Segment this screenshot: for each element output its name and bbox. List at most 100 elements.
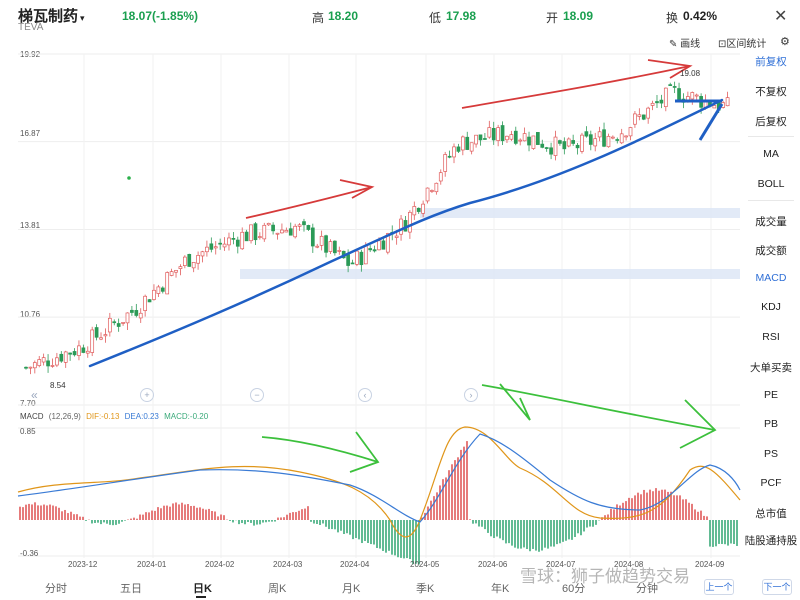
candle-body	[262, 224, 267, 240]
candle-body	[496, 127, 500, 141]
support-band	[240, 269, 740, 279]
menu-item-7[interactable]: MACD	[755, 272, 787, 284]
candle-body	[469, 142, 474, 152]
candle-body	[302, 221, 306, 226]
candle-body	[169, 271, 174, 276]
pan-right-icon[interactable]: ›	[464, 388, 478, 402]
prev-stock-button[interactable]: 上一个	[704, 579, 734, 595]
turnover-label: 换	[666, 11, 679, 25]
menu-item-4[interactable]: BOLL	[757, 178, 785, 190]
candle-body	[112, 321, 117, 324]
candle-body	[659, 99, 664, 104]
candle-body	[500, 125, 505, 142]
candle-body	[434, 182, 439, 193]
close-icon[interactable]: ✕	[774, 8, 788, 25]
range-icon: ⊡	[718, 39, 727, 50]
candle-body	[178, 266, 183, 269]
candle-body	[59, 353, 64, 362]
tab-4[interactable]: 月K	[342, 583, 361, 595]
menu-item-14[interactable]: PCF	[760, 477, 782, 489]
candle-body	[359, 251, 364, 266]
candle-body	[324, 235, 328, 253]
watermark: 雪球：狮子做趋势交易	[520, 567, 690, 586]
candle-body	[624, 135, 628, 138]
candlesticks	[24, 81, 730, 375]
zoom-in-icon[interactable]: +	[140, 388, 154, 402]
menu-item-13[interactable]: PS	[763, 448, 778, 460]
candle-body	[483, 138, 487, 140]
menu-item-16[interactable]: 陆股通持股	[744, 535, 798, 547]
green-arrow-head	[349, 431, 380, 473]
candle-body	[191, 262, 196, 269]
high-value: 18.20	[328, 9, 359, 23]
candle-body	[619, 133, 624, 144]
turnover-value: 0.42%	[683, 9, 718, 23]
candle-body	[253, 223, 258, 241]
tab-5[interactable]: 季K	[416, 583, 435, 595]
support-bands	[240, 208, 740, 279]
candle-body	[63, 351, 68, 363]
tab-2[interactable]: 日K	[193, 583, 212, 595]
open-label: 开	[546, 11, 559, 25]
red-arrow-head	[647, 59, 693, 79]
menu-item-5[interactable]: 成交量	[755, 216, 787, 228]
range-stats-button[interactable]: ⊡区间统计	[718, 35, 766, 50]
candle-body	[549, 147, 553, 155]
tab-3[interactable]: 周K	[268, 583, 287, 595]
candle-body	[456, 146, 461, 152]
candle-body	[46, 360, 50, 367]
dif-value: DIF:-0.13	[86, 412, 120, 421]
price-axis-label: 13.81	[20, 221, 41, 230]
menu-item-1[interactable]: 不复权	[755, 86, 787, 98]
stock-name[interactable]: 梯瓦制药 ▾	[18, 5, 85, 26]
candle-body	[156, 286, 161, 294]
macd-axis-top: 0.85	[20, 427, 36, 436]
scroll-left-icon[interactable]: «	[31, 388, 38, 402]
candle-body	[672, 86, 677, 88]
menu-item-8[interactable]: KDJ	[761, 301, 781, 313]
menu-item-0[interactable]: 前复权	[755, 56, 787, 68]
pan-left-icon[interactable]: ‹	[358, 388, 372, 402]
menu-item-6[interactable]: 成交额	[755, 245, 787, 257]
candle-body	[85, 350, 90, 354]
candle-body	[637, 114, 642, 117]
menu-item-11[interactable]: PE	[763, 389, 778, 401]
candle-body	[227, 237, 231, 246]
candle-body	[218, 242, 222, 245]
zoom-out-icon[interactable]: −	[250, 388, 264, 402]
draw-line-button[interactable]: ✎ 画线	[669, 35, 700, 50]
menu-item-2[interactable]: 后复权	[755, 116, 787, 128]
candle-body	[602, 129, 606, 147]
dea-value: DEA:0.23	[124, 412, 159, 421]
tab-1[interactable]: 五日	[120, 583, 142, 595]
candle-body	[712, 105, 717, 109]
macd-params: (12,26,9)	[48, 412, 81, 421]
green-dot	[127, 176, 131, 180]
tab-7[interactable]: 60分	[562, 583, 586, 595]
menu-item-15[interactable]: 总市值	[755, 508, 787, 520]
candle-body	[553, 136, 558, 156]
tab-8[interactable]: 分钟	[636, 583, 658, 595]
menu-divider	[748, 136, 794, 137]
candle-body	[438, 172, 443, 182]
candle-body	[381, 240, 386, 250]
settings-gear-icon[interactable]: ⚙	[780, 36, 790, 48]
tab-6[interactable]: 年K	[491, 583, 510, 595]
candle-body	[183, 256, 187, 266]
menu-item-3[interactable]: MA	[763, 148, 779, 160]
candle-body	[266, 222, 271, 226]
min-price-label: 8.54	[50, 381, 66, 390]
dropdown-caret-icon[interactable]: ▾	[80, 13, 85, 23]
tab-0[interactable]: 分时	[45, 583, 67, 595]
menu-item-12[interactable]: PB	[763, 418, 778, 430]
candle-body	[121, 322, 125, 324]
menu-item-10[interactable]: 大单买卖	[750, 362, 792, 374]
candle-body	[597, 131, 602, 138]
candle-body	[394, 235, 399, 238]
candle-body	[200, 251, 205, 257]
max-price-label: 19.08	[680, 69, 701, 78]
menu-item-9[interactable]: RSI	[762, 331, 780, 343]
next-stock-button[interactable]: 下一个	[762, 579, 792, 595]
candle-body	[116, 323, 121, 327]
